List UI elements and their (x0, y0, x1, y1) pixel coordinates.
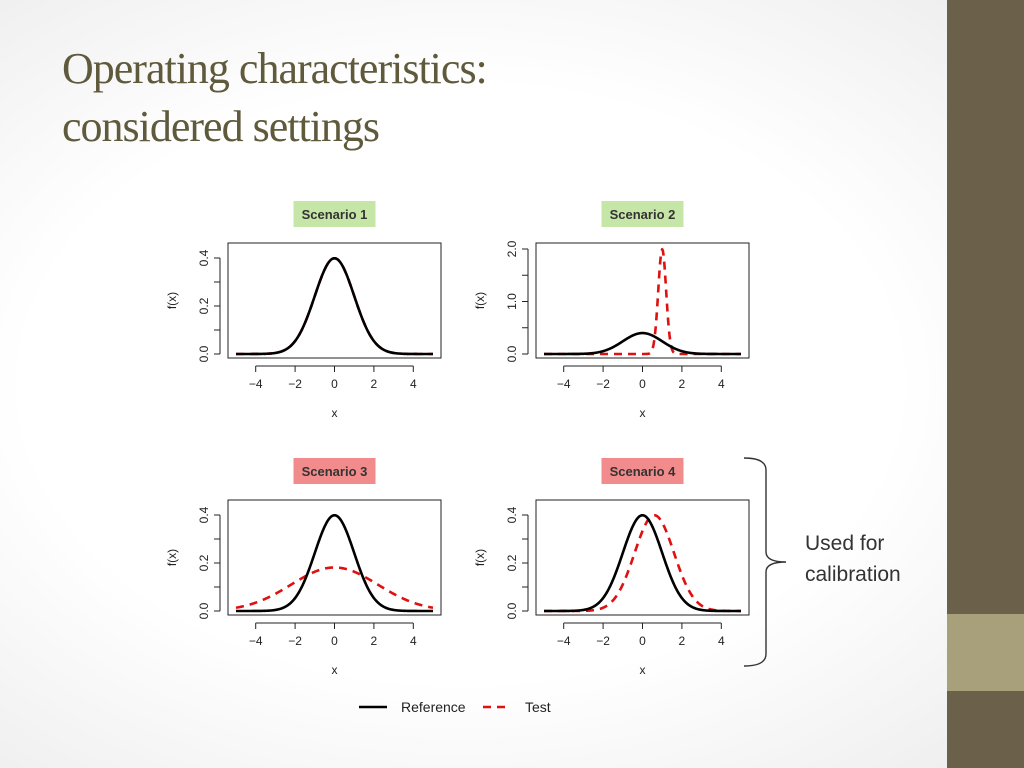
x-tick-label: 2 (679, 634, 686, 648)
scenario-figure: Scenario 1−4 −2 0 2 4x0.00.20.4f(x)Scenario … (165, 201, 787, 715)
x-tick-label: 4 (410, 634, 417, 648)
scenario-1-panel: Scenario 1 −4 −2 0 2 4 x 0.0 0.2 0.4 f(x) (165, 201, 442, 420)
x-tick-label: 2 (371, 634, 378, 648)
calibration-label-line-2: calibration (805, 563, 901, 586)
x-tick-label: −4 (557, 377, 571, 391)
y-axis-label: f(x) (473, 549, 487, 566)
reference-legend-label: Reference (401, 699, 466, 715)
y-tick-label: 0.2 (197, 297, 211, 314)
x-tick-label: 0 (331, 377, 338, 391)
x-tick-label: 4 (718, 377, 725, 391)
y-tick-label: 0.0 (505, 602, 519, 619)
x-tick-label: −2 (596, 634, 610, 648)
scenario-title: Scenario 3 (302, 464, 368, 479)
scenario-title: Scenario 4 (610, 464, 677, 479)
slide-title: Operating characteristics: considered se… (62, 40, 882, 156)
x-tick-label: 4 (718, 634, 725, 648)
y-axis-label: f(x) (165, 549, 179, 566)
scenario-title-highlight (601, 201, 684, 227)
test-series-line (543, 513, 742, 613)
x-tick-label: −2 (288, 377, 302, 391)
x-tick-label: −2 (596, 377, 610, 391)
reference-series-line (543, 513, 742, 613)
decorative-sidebar-accent (947, 614, 1024, 691)
x-axis-label: x (332, 406, 338, 420)
y-tick-label: 0.0 (197, 345, 211, 362)
x-axis-label: x (640, 406, 646, 420)
x-tick-label: 0 (639, 377, 646, 391)
y-axis-label: f(x) (165, 292, 179, 309)
x-axis-label: x (332, 663, 338, 677)
x-tick-label: −4 (249, 377, 263, 391)
x-tick-label: −4 (249, 634, 263, 648)
test-series-line (235, 566, 434, 609)
calibration-label: Used for calibration (805, 528, 901, 590)
scenario-title-highlight (601, 458, 684, 484)
y-axis-label: f(x) (473, 292, 487, 309)
x-tick-label: 4 (410, 377, 417, 391)
slide-title-line-1: Operating characteristics: (62, 44, 488, 93)
calibration-brace (743, 457, 787, 667)
x-tick-label: 2 (679, 377, 686, 391)
x-tick-label: 0 (331, 634, 338, 648)
plot-frame (227, 242, 442, 359)
reference-series-line (235, 256, 434, 356)
scenario-3-panel: Scenario 3 −4 −2 0 2 4 x 0.0 0.2 0.4 f(x) (165, 458, 442, 677)
test-legend-label: Test (525, 699, 551, 715)
y-tick-label: 0.4 (197, 249, 211, 266)
scenario-2-panel: Scenario 2 −4 −2 0 2 4 x 0.0 1.0 2.0 f(x) (473, 201, 750, 420)
plot-frame (535, 499, 750, 616)
y-tick-label: 0.4 (505, 506, 519, 523)
plot-frame (535, 242, 750, 359)
y-tick-label: 0.4 (197, 506, 211, 523)
legend: Reference Test (359, 699, 551, 715)
y-tick-label: 2.0 (505, 240, 519, 257)
y-tick-label: 1.0 (505, 293, 519, 310)
scenario-4-panel: Scenario 4 −4 −2 0 2 4 x 0.0 0.2 0.4 f(x) (473, 458, 750, 677)
reference-series-line (543, 331, 742, 356)
x-tick-label: −4 (557, 634, 571, 648)
x-tick-label: 0 (639, 634, 646, 648)
scenario-title-highlight (293, 458, 376, 484)
calibration-label-line-1: Used for (805, 532, 885, 555)
y-tick-label: 0.2 (197, 554, 211, 571)
y-tick-label: 0.2 (505, 554, 519, 571)
test-series-line (543, 247, 742, 356)
scenario-title-highlight (293, 201, 376, 227)
test-series-line (235, 256, 434, 356)
y-tick-label: 0.0 (197, 602, 211, 619)
scenario-title: Scenario 1 (302, 207, 368, 222)
scenario-title: Scenario 2 (610, 207, 676, 222)
x-axis-label: x (640, 663, 646, 677)
slide-title-line-2: considered settings (62, 102, 380, 151)
x-tick-label: 2 (371, 377, 378, 391)
y-tick-label: 0.0 (505, 345, 519, 362)
plot-frame (227, 499, 442, 616)
x-tick-label: −2 (288, 634, 302, 648)
reference-series-line (235, 513, 434, 613)
